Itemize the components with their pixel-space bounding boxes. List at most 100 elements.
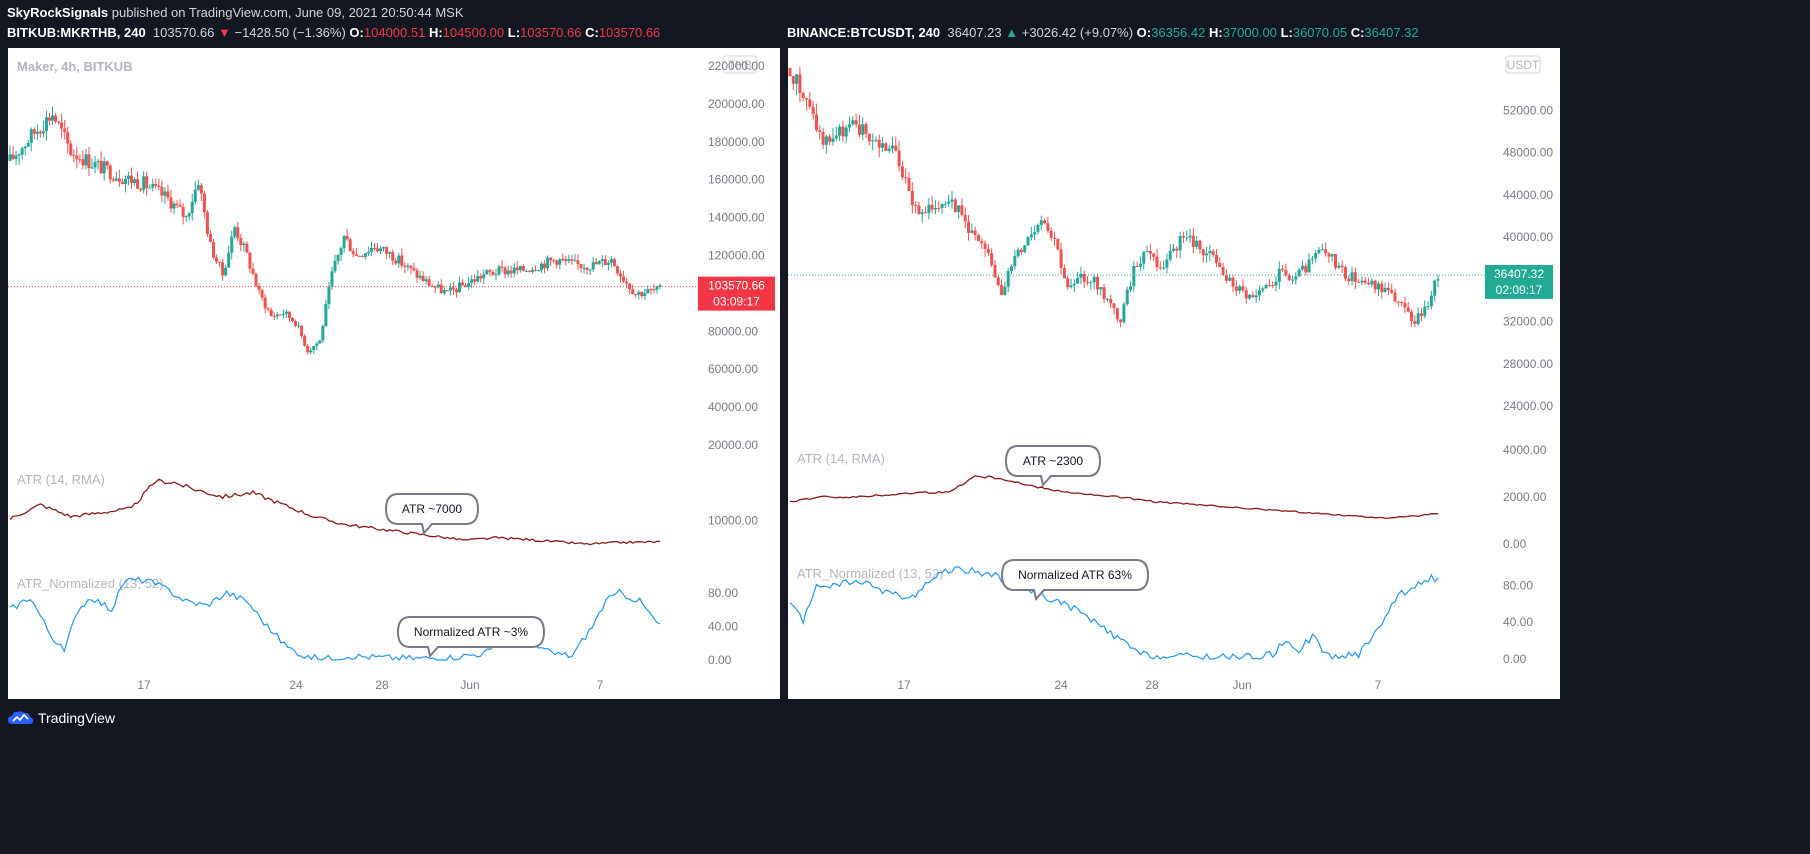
- candle-body: [297, 325, 301, 327]
- candle-body: [163, 191, 167, 196]
- candle-body: [473, 279, 477, 282]
- candle-body: [123, 178, 127, 184]
- currency-label: THB: [728, 58, 752, 72]
- right-chart-svg[interactable]: USDT 52000.00 48000.00 44000.00 40000.00 3200…: [788, 48, 1560, 699]
- candle-body: [894, 145, 898, 151]
- right-symbol[interactable]: BINANCE:BTCUSDT, 240: [787, 25, 941, 40]
- candle-body: [1218, 262, 1222, 268]
- atr-tick-label: 4000.00: [1503, 443, 1547, 457]
- atr-callout-text: ATR ~7000: [402, 502, 462, 516]
- atr-callout[interactable]: ATR ~7000: [384, 493, 480, 536]
- price-tick-label: 80000.00: [708, 324, 758, 338]
- price-tick-label: 160000.00: [708, 173, 765, 187]
- right-chart-panel[interactable]: USDT 52000.00 48000.00 44000.00 40000.00 3200…: [788, 48, 1560, 699]
- candle-body: [1043, 220, 1047, 224]
- candle-body: [369, 247, 373, 252]
- atr-tick-label: 2000.00: [1503, 490, 1547, 504]
- candle-body: [208, 234, 212, 242]
- natr-callout[interactable]: Normalized ATR ~3%: [396, 616, 546, 659]
- candle-body: [1003, 286, 1007, 295]
- candle-body: [290, 317, 294, 322]
- candle-body: [257, 285, 261, 290]
- tradingview-logo[interactable]: TradingView: [8, 710, 115, 726]
- candle-body: [190, 201, 194, 214]
- candle-body: [409, 265, 413, 269]
- price-tick-label: 40000.00: [708, 400, 758, 414]
- natr-tick-label: 0.00: [1503, 652, 1527, 666]
- candle-body: [488, 270, 492, 272]
- price-tag-timer: 02:09:17: [1496, 283, 1543, 297]
- publisher-name[interactable]: SkyRockSignals: [7, 5, 109, 20]
- candle-body: [1076, 277, 1080, 284]
- candle-body: [1122, 304, 1126, 323]
- candle-body: [1195, 240, 1199, 247]
- candle-body: [467, 282, 471, 287]
- candle-body: [406, 265, 410, 267]
- candle-body: [1370, 280, 1374, 285]
- candle-body: [482, 274, 486, 279]
- candle-body: [330, 271, 334, 287]
- candle-body: [1300, 265, 1304, 270]
- candle-body: [415, 270, 419, 278]
- candle-body: [1307, 259, 1311, 273]
- candle-body: [503, 267, 507, 275]
- candle-body: [1115, 308, 1119, 320]
- candle-body: [834, 135, 838, 139]
- candle-body: [318, 340, 322, 344]
- candle-body: [609, 259, 613, 263]
- candle-body: [84, 154, 88, 166]
- right-last-price: 36407.23: [947, 25, 1002, 40]
- candle-body: [212, 241, 216, 258]
- candle-body: [1376, 283, 1380, 290]
- candle-body: [805, 98, 809, 100]
- candle-body: [38, 131, 42, 134]
- natr-tick-label: 0.00: [708, 653, 732, 667]
- candle-body: [430, 285, 434, 287]
- candle-body: [603, 259, 607, 266]
- candle-body: [111, 179, 115, 181]
- candle-body: [178, 204, 182, 207]
- candle-body: [233, 227, 237, 237]
- candle-body: [114, 178, 118, 181]
- candle-body: [14, 155, 18, 159]
- candle-body: [242, 243, 246, 246]
- time-tick-label: 24: [1054, 678, 1068, 692]
- natr-tick-label: 80.00: [1503, 578, 1533, 592]
- candle-body: [558, 259, 562, 265]
- candle-body: [236, 227, 240, 239]
- candle-body: [828, 136, 832, 142]
- candle-body: [1119, 319, 1123, 323]
- candle-body: [66, 132, 70, 144]
- natr-title: ATR_Normalized (13, 52): [797, 566, 943, 581]
- time-tick-label: 7: [597, 678, 604, 692]
- candle-body: [831, 138, 835, 142]
- candle-body: [1396, 301, 1400, 303]
- atr-callout[interactable]: ATR ~2300: [1004, 445, 1102, 488]
- candle-body: [591, 262, 595, 270]
- candle-body: [108, 165, 112, 180]
- candle-body: [973, 230, 977, 236]
- candle-body: [300, 325, 304, 337]
- candle-body: [254, 274, 258, 286]
- candle-body: [881, 143, 885, 148]
- left-chart-panel[interactable]: Maker, 4h, BITKUB THB 220000.00 200000.00 18…: [8, 48, 780, 699]
- natr-callout-bubble: [1000, 559, 1150, 602]
- left-symbol[interactable]: BITKUB:MKRTHB, 240: [7, 25, 146, 40]
- candle-body: [1049, 230, 1053, 238]
- candle-body: [60, 122, 64, 129]
- candle-body: [1380, 283, 1384, 293]
- candle-body: [552, 260, 556, 262]
- candle-body: [1039, 220, 1043, 225]
- candle-body: [897, 150, 901, 167]
- candle-body: [458, 282, 462, 293]
- candle-body: [1109, 298, 1113, 304]
- price-tick-label: 120000.00: [708, 249, 765, 263]
- candle-body: [1072, 283, 1076, 286]
- time-tick-label: 28: [1145, 678, 1159, 692]
- candle-body: [890, 145, 894, 149]
- candle-body: [1046, 223, 1050, 231]
- natr-callout[interactable]: Normalized ATR 63%: [1000, 559, 1150, 602]
- candle-body: [400, 255, 404, 266]
- candle-body: [887, 148, 891, 151]
